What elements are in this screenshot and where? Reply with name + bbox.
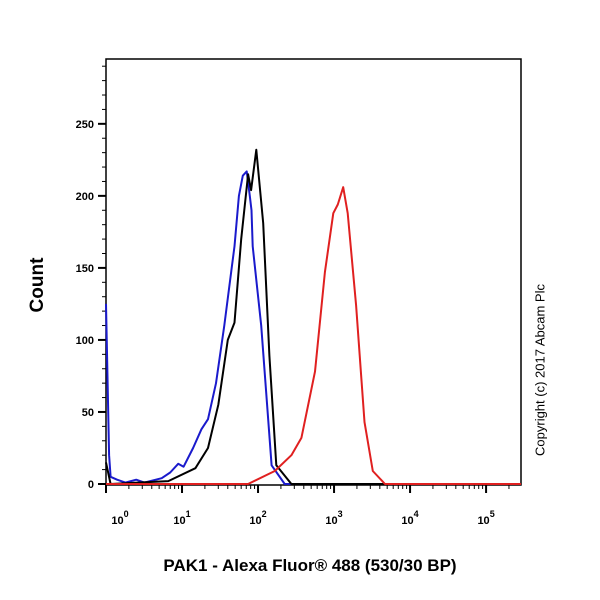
x-tick-label: 104 [401,509,418,527]
copyright-notice: Copyright (c) 2017 Abcam Plc [532,284,548,456]
x-tick-base: 10 [111,515,123,527]
x-tick-exponent: 3 [338,509,343,519]
histogram-curve-1 [105,148,521,485]
x-tick-label: 100 [111,509,128,527]
x-tick-base: 10 [477,515,489,527]
histogram-curve-0 [105,170,521,485]
x-tick-exponent: 1 [186,509,191,519]
y-tick-label: 50 [82,407,94,419]
y-tick-label: 150 [76,263,94,275]
histogram-curve-2 [106,186,521,485]
x-tick-base: 10 [401,515,413,527]
x-tick-exponent: 2 [262,509,267,519]
x-tick-label: 101 [173,509,190,527]
x-tick-base: 10 [325,515,337,527]
x-tick-base: 10 [173,515,185,527]
x-tick-label: 102 [249,509,266,527]
x-tick-exponent: 0 [124,509,129,519]
y-tick-label: 0 [88,479,94,491]
x-axis-label: PAK1 - Alexa Fluor® 488 (530/30 BP) [163,556,457,575]
x-tick-exponent: 5 [490,509,495,519]
y-tick-label: 100 [76,335,94,347]
x-tick-label: 105 [477,509,494,527]
y-tick-label: 250 [76,119,94,131]
y-axis-label: Count [27,257,48,313]
x-tick-label: 103 [325,509,342,527]
x-tick-exponent: 4 [414,509,419,519]
x-tick-base: 10 [249,515,261,527]
plot-frame [105,58,522,486]
y-tick-label: 200 [76,191,94,203]
